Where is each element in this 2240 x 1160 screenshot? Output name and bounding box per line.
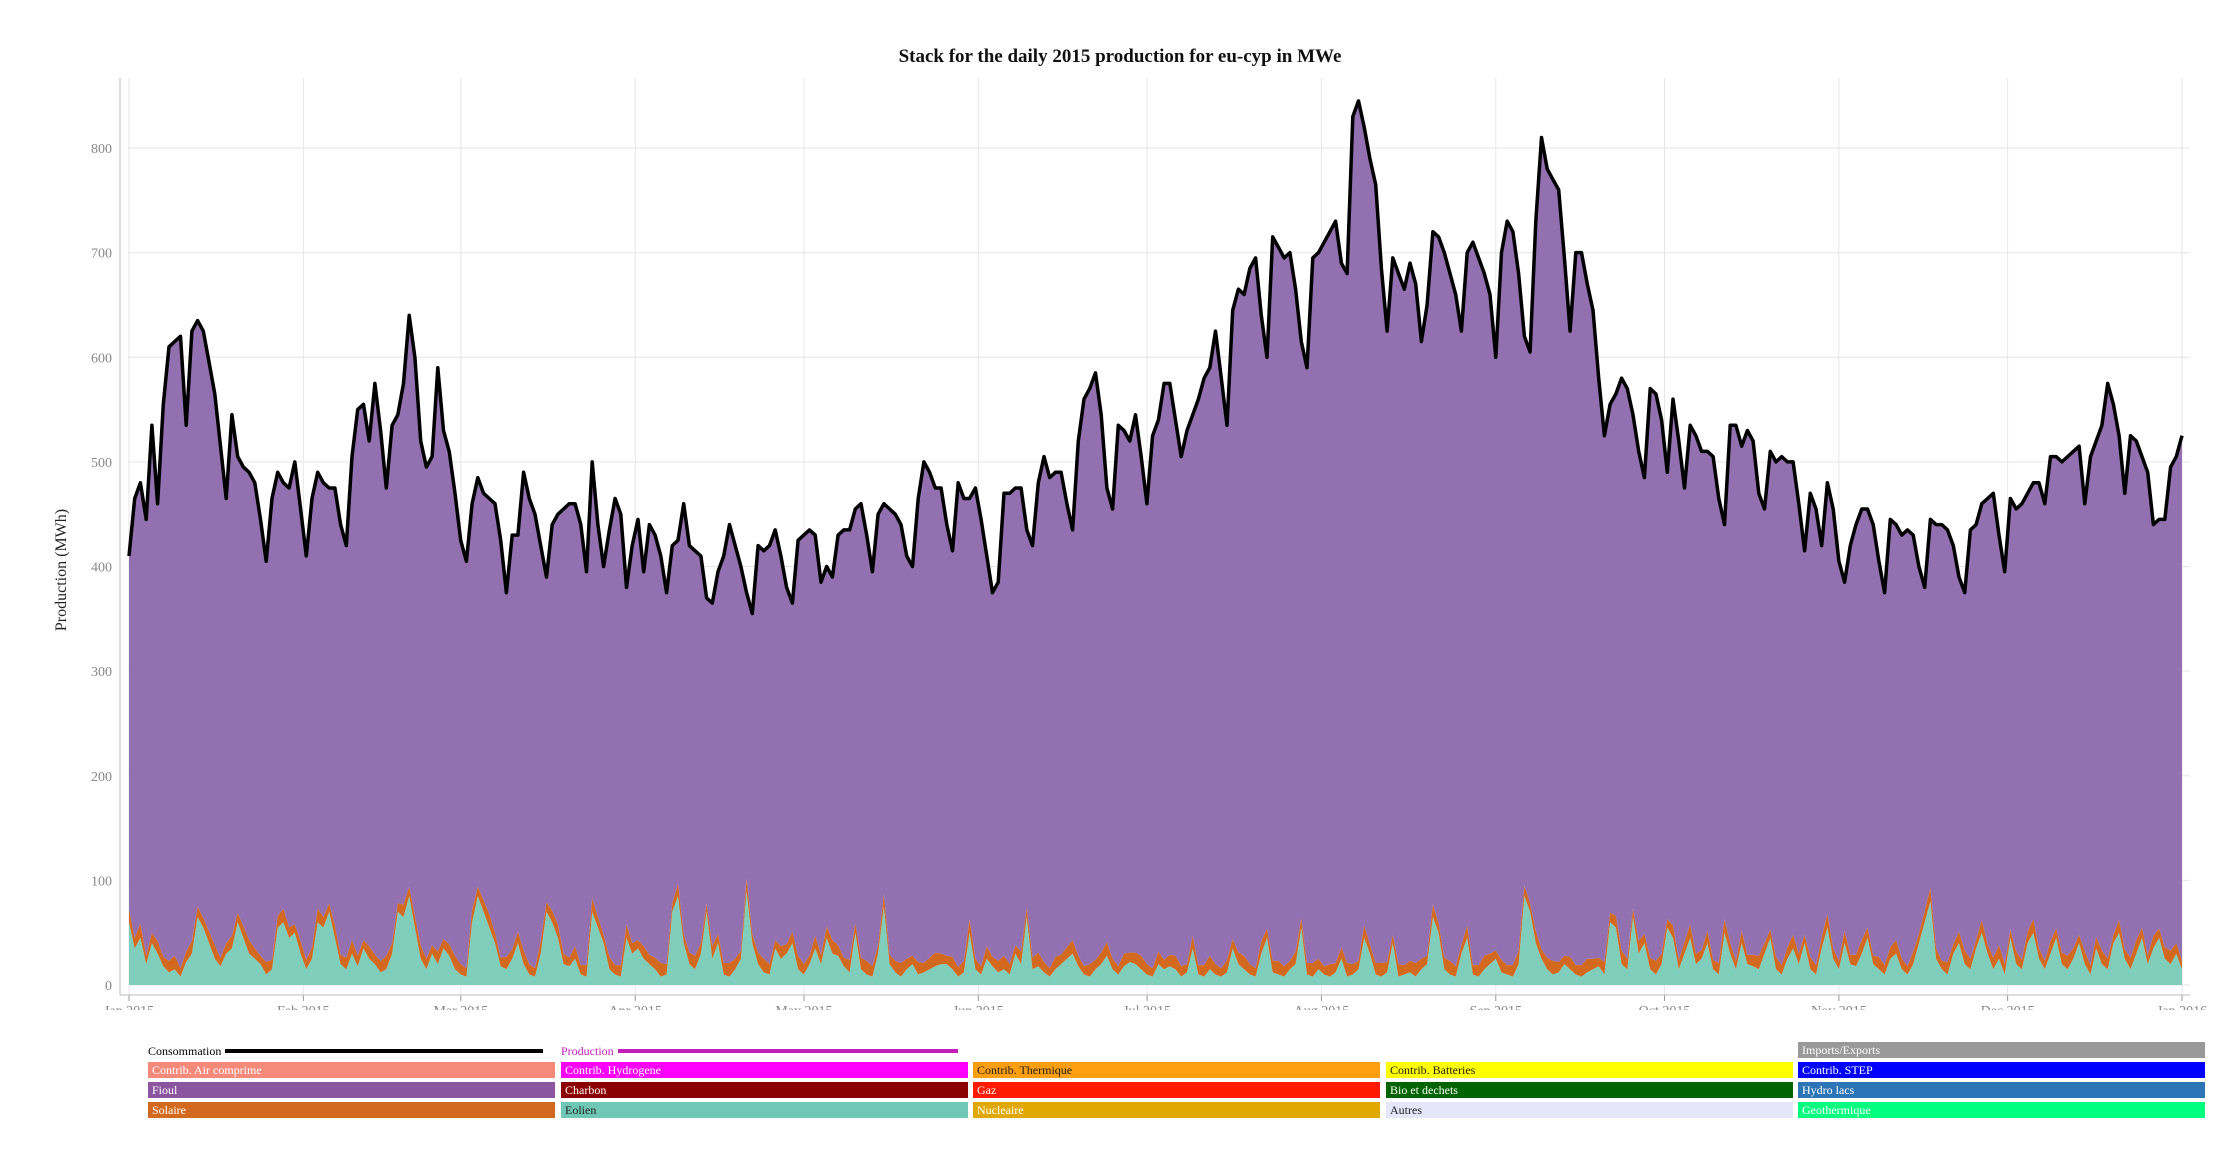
y-tick-label: 300	[91, 665, 112, 680]
x-tick-label: Feb 2015	[277, 1004, 330, 1010]
y-tick-label: 500	[91, 456, 112, 471]
legend-item-charbon[interactable]: Charbon	[561, 1082, 968, 1098]
legend-item-nucleaire[interactable]: Nucleaire	[973, 1102, 1380, 1118]
x-tick-label: Nov 2015	[1811, 1004, 1867, 1010]
area-eolien	[129, 890, 2182, 985]
x-tick-label: Aug 2015	[1294, 1004, 1350, 1010]
x-tick-label: Sep 2015	[1470, 1004, 1523, 1010]
x-tick-label: Jul 2015	[1123, 1004, 1171, 1010]
legend-label: Consommation	[148, 1044, 222, 1059]
legend-line-production[interactable]: Production	[561, 1042, 958, 1058]
y-tick-label: 800	[91, 142, 112, 157]
x-tick-label: Jan 2016	[2157, 1004, 2207, 1010]
legend-item-fioul[interactable]: Fioul	[148, 1082, 555, 1098]
legend-line-swatch	[617, 1049, 958, 1054]
legend-line-swatch	[225, 1049, 544, 1054]
legend-item-solaire[interactable]: Solaire	[148, 1102, 555, 1118]
x-tick-label: Apr 2015	[609, 1004, 662, 1010]
legend-item-gaz[interactable]: Gaz	[973, 1082, 1380, 1098]
y-tick-label: 200	[91, 770, 112, 785]
y-tick-label: 700	[91, 247, 112, 262]
y-tick-label: 100	[91, 874, 112, 889]
series-lines	[127, 99, 2184, 616]
area-layers	[129, 100, 2182, 985]
stacked-area-chart: 0 100 200 300 400 500 600 700 800 Jan 2015 Feb 201…	[91, 78, 2207, 1010]
x-tick-label: Oct 2015	[1639, 1004, 1691, 1010]
x-tick-label: May 2015	[775, 1004, 832, 1010]
legend-item-eolien[interactable]: Eolien	[561, 1102, 968, 1118]
x-tick-label: Jun 2015	[953, 1004, 1004, 1010]
legend-item-hydro-lacs[interactable]: Hydro lacs	[1798, 1082, 2205, 1098]
y-tick-label: 0	[105, 979, 112, 994]
legend-item-geothermique[interactable]: Geothermique	[1798, 1102, 2205, 1118]
y-tick-label: 400	[91, 561, 112, 576]
x-tick-label: Jan 2015	[104, 1004, 154, 1010]
legend-item-contrib-air-comprime[interactable]: Contrib. Air comprime	[148, 1062, 555, 1078]
legend-item-contrib-batteries[interactable]: Contrib. Batteries	[1386, 1062, 1793, 1078]
chart-title: Stack for the daily 2015 production for …	[898, 46, 1342, 67]
legend-item-contrib-hydrogene[interactable]: Contrib. Hydrogene	[561, 1062, 968, 1078]
line-consommation	[127, 99, 2184, 616]
area-solaire	[129, 878, 2182, 977]
legend-item-autres[interactable]: Autres	[1386, 1102, 1793, 1118]
area-fioul	[129, 100, 2182, 969]
legend-item-bio-et-dechets[interactable]: Bio et dechets	[1386, 1082, 1793, 1098]
legend-item-contrib-thermique[interactable]: Contrib. Thermique	[973, 1062, 1380, 1078]
x-tick-label: Dec 2015	[1981, 1004, 2035, 1010]
x-tick-label: Mar 2015	[433, 1004, 488, 1010]
legend-line-consommation[interactable]: Consommation	[148, 1042, 544, 1059]
y-tick-label: 600	[91, 351, 112, 366]
legend-label: Production	[561, 1044, 614, 1059]
legend-item-contrib-step[interactable]: Contrib. STEP	[1798, 1062, 2205, 1078]
axes: 0 100 200 300 400 500 600 700 800 Jan 2015 Feb 201…	[91, 78, 2207, 1010]
legend-item-imports-exports[interactable]: Imports/Exports	[1798, 1042, 2205, 1058]
